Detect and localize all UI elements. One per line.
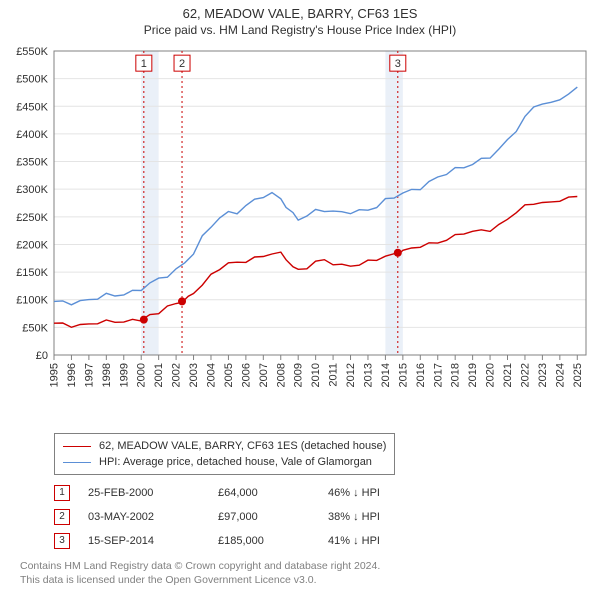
footer: Contains HM Land Registry data © Crown c… [20, 559, 592, 587]
svg-text:1998: 1998 [101, 363, 113, 387]
svg-text:2003: 2003 [188, 363, 200, 387]
svg-text:2009: 2009 [293, 363, 305, 387]
svg-text:2012: 2012 [345, 363, 357, 387]
svg-text:£300K: £300K [16, 184, 48, 196]
legend-swatch-hpi [63, 462, 91, 463]
sale-marker-1: 1 [54, 485, 70, 501]
svg-text:1: 1 [141, 58, 147, 70]
svg-text:£200K: £200K [16, 239, 48, 251]
sale-marker-2: 2 [54, 509, 70, 525]
legend: 62, MEADOW VALE, BARRY, CF63 1ES (detach… [54, 433, 395, 475]
footer-line-2: This data is licensed under the Open Gov… [20, 573, 592, 587]
svg-text:2017: 2017 [432, 363, 444, 387]
svg-text:£350K: £350K [16, 157, 48, 169]
svg-text:£150K: £150K [16, 267, 48, 279]
chart-container: 62, MEADOW VALE, BARRY, CF63 1ES Price p… [0, 0, 600, 595]
svg-text:£50K: £50K [22, 322, 48, 334]
svg-text:2001: 2001 [153, 363, 165, 387]
svg-text:2011: 2011 [328, 363, 340, 387]
svg-text:2016: 2016 [415, 363, 427, 387]
svg-text:2025: 2025 [572, 363, 584, 387]
svg-text:2007: 2007 [258, 363, 270, 387]
svg-text:£450K: £450K [16, 101, 48, 113]
svg-text:3: 3 [395, 58, 401, 70]
sales-row: 1 25-FEB-2000 £64,000 46% ↓ HPI [54, 481, 592, 505]
svg-text:£250K: £250K [16, 212, 48, 224]
sales-table: 1 25-FEB-2000 £64,000 46% ↓ HPI 2 03-MAY… [54, 481, 592, 553]
legend-item-property: 62, MEADOW VALE, BARRY, CF63 1ES (detach… [63, 438, 386, 454]
sale-price: £185,000 [218, 535, 328, 547]
svg-text:£100K: £100K [16, 295, 48, 307]
svg-text:2021: 2021 [502, 363, 514, 387]
svg-text:2: 2 [179, 58, 185, 70]
svg-text:2024: 2024 [554, 363, 566, 387]
sale-pct: 41% ↓ HPI [328, 535, 448, 547]
svg-text:2018: 2018 [450, 363, 462, 387]
svg-text:2010: 2010 [310, 363, 322, 387]
legend-label-property: 62, MEADOW VALE, BARRY, CF63 1ES (detach… [99, 440, 386, 452]
sale-pct: 46% ↓ HPI [328, 487, 448, 499]
sale-marker-3: 3 [54, 533, 70, 549]
sale-date: 15-SEP-2014 [88, 535, 218, 547]
svg-text:1996: 1996 [66, 363, 78, 387]
sale-date: 03-MAY-2002 [88, 511, 218, 523]
svg-text:2020: 2020 [485, 363, 497, 387]
sale-price: £64,000 [218, 487, 328, 499]
svg-text:1995: 1995 [49, 363, 61, 387]
sales-row: 3 15-SEP-2014 £185,000 41% ↓ HPI [54, 529, 592, 553]
svg-text:1997: 1997 [83, 363, 95, 387]
chart-plot: £0 £50K £100K £150K £200K £250K £300K £350K £400… [8, 45, 592, 425]
legend-swatch-property [63, 446, 91, 447]
svg-text:2014: 2014 [380, 363, 392, 387]
svg-text:2015: 2015 [397, 363, 409, 387]
sales-row: 2 03-MAY-2002 £97,000 38% ↓ HPI [54, 505, 592, 529]
legend-item-hpi: HPI: Average price, detached house, Vale… [63, 454, 386, 470]
sale-pct: 38% ↓ HPI [328, 511, 448, 523]
chart-title: 62, MEADOW VALE, BARRY, CF63 1ES [8, 6, 592, 21]
sale-date: 25-FEB-2000 [88, 487, 218, 499]
svg-text:2004: 2004 [206, 363, 218, 387]
svg-text:2006: 2006 [240, 363, 252, 387]
svg-text:£400K: £400K [16, 129, 48, 141]
svg-text:£0: £0 [36, 350, 48, 362]
svg-text:2013: 2013 [362, 363, 374, 387]
legend-label-hpi: HPI: Average price, detached house, Vale… [99, 456, 372, 468]
svg-text:£550K: £550K [16, 46, 48, 58]
sale-price: £97,000 [218, 511, 328, 523]
svg-text:2023: 2023 [537, 363, 549, 387]
svg-text:1999: 1999 [118, 363, 130, 387]
svg-text:2022: 2022 [519, 363, 531, 387]
svg-text:2002: 2002 [171, 363, 183, 387]
svg-text:2000: 2000 [136, 363, 148, 387]
chart-svg: £0 £50K £100K £150K £200K £250K £300K £350K £400… [8, 45, 592, 425]
svg-text:2019: 2019 [467, 363, 479, 387]
footer-line-1: Contains HM Land Registry data © Crown c… [20, 559, 592, 573]
svg-text:2005: 2005 [223, 363, 235, 387]
chart-subtitle: Price paid vs. HM Land Registry's House … [8, 23, 592, 37]
svg-text:2008: 2008 [275, 363, 287, 387]
svg-text:£500K: £500K [16, 74, 48, 86]
